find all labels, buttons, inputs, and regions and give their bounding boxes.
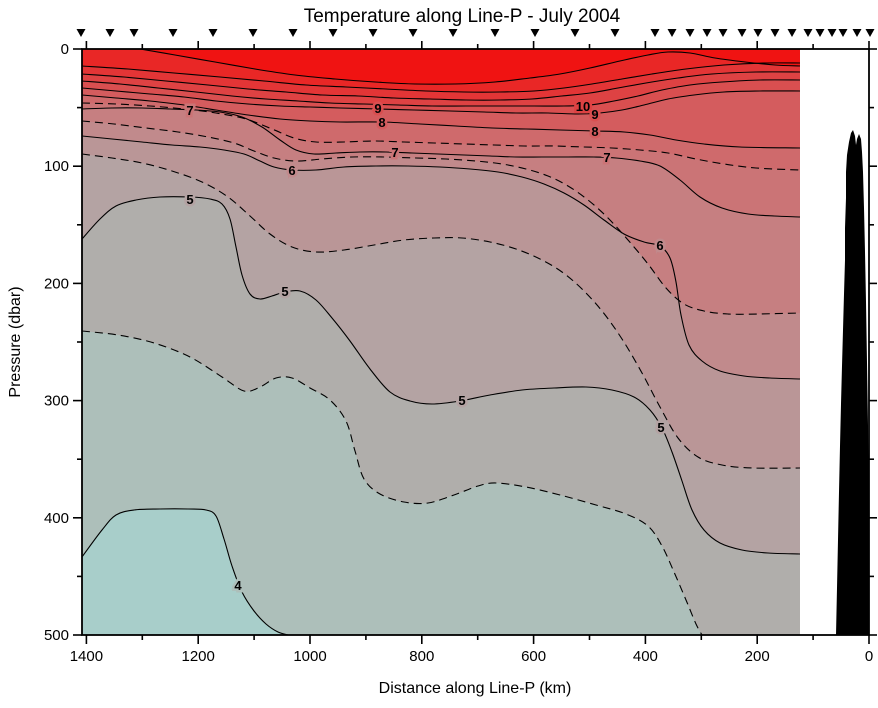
contour-label-7: 7	[603, 150, 610, 165]
contour-label-5: 5	[186, 192, 193, 207]
y-tick-label: 400	[44, 510, 69, 527]
contour-line-7.5	[82, 102, 800, 171]
x-tick-label: 1200	[182, 648, 215, 665]
station-marker-triangle	[570, 29, 580, 37]
contour-line-9	[82, 87, 800, 115]
station-marker-triangle	[685, 29, 695, 37]
contour-label-9: 9	[374, 101, 381, 116]
station-marker-triangle	[288, 29, 298, 37]
station-marker-triangle	[530, 29, 540, 37]
station-marker-triangle	[815, 29, 825, 37]
station-marker-triangle	[448, 29, 458, 37]
contour-label-5: 5	[657, 420, 664, 435]
x-axis-title: Distance along Line-P (km)	[379, 680, 572, 697]
contour-label-7: 7	[391, 145, 398, 160]
y-tick-label: 0	[61, 41, 69, 58]
station-marker-triangle	[650, 29, 660, 37]
x-tick-label: 400	[633, 648, 658, 665]
station-marker-triangle	[667, 29, 677, 37]
contour-label-5: 5	[281, 284, 288, 299]
station-marker-triangle	[827, 29, 837, 37]
station-marker-triangle	[328, 29, 338, 37]
contour-line-10	[82, 79, 800, 107]
axis-ticks	[73, 41, 877, 644]
y-tick-label: 300	[44, 393, 69, 410]
x-tick-label: 0	[865, 648, 873, 665]
station-markers	[76, 29, 875, 37]
contour-line-8	[82, 94, 800, 149]
y-axis-title: Pressure (dbar)	[7, 286, 24, 397]
x-tick-label: 1000	[293, 648, 326, 665]
x-tick-label: 600	[521, 648, 546, 665]
station-marker-triangle	[129, 29, 139, 37]
x-tick-label: 200	[745, 648, 770, 665]
contour-label-6: 6	[656, 238, 663, 253]
station-marker-triangle	[838, 29, 848, 37]
contour-line-13	[139, 49, 800, 85]
y-tick-label: 100	[44, 158, 69, 175]
contour-label-7: 7	[186, 103, 193, 118]
station-marker-triangle	[490, 29, 500, 37]
station-marker-triangle	[865, 29, 875, 37]
station-marker-triangle	[408, 29, 418, 37]
station-marker-triangle	[702, 29, 712, 37]
contour-line-7	[82, 107, 800, 218]
station-marker-triangle	[803, 29, 813, 37]
contour-line-5	[82, 196, 800, 555]
station-marker-triangle	[208, 29, 218, 37]
contour-lines	[82, 49, 800, 635]
station-marker-triangle	[770, 29, 780, 37]
station-marker-triangle	[753, 29, 763, 37]
station-marker-triangle	[718, 29, 728, 37]
x-tick-label: 1400	[70, 648, 103, 665]
bathymetry-profile	[836, 130, 869, 635]
contour-label-9: 9	[591, 107, 598, 122]
contour-label-10: 10	[576, 99, 590, 114]
x-tick-label: 800	[409, 648, 434, 665]
contour-line-5.5	[82, 153, 800, 469]
contour-line-6.5	[82, 120, 800, 315]
contour-label-6: 6	[288, 163, 295, 178]
contour-label-5: 5	[458, 393, 465, 408]
tick-labels: 1400 1200 1000 800 600 400 200 0 0 100 200 300 400 50…	[44, 41, 873, 665]
contour-line-4	[82, 508, 289, 635]
contour-label-8: 8	[591, 124, 598, 139]
station-marker-triangle	[852, 29, 862, 37]
station-marker-triangle	[610, 29, 620, 37]
temperature-fill-bands	[82, 49, 800, 635]
band-above-13	[140, 49, 800, 85]
contour-line-11	[82, 71, 800, 101]
contour-label-8: 8	[378, 115, 385, 130]
station-marker-triangle	[76, 29, 86, 37]
y-tick-label: 200	[44, 275, 69, 292]
contour-label-4: 4	[234, 578, 242, 593]
chart-title: Temperature along Line-P - July 2004	[304, 6, 621, 27]
contour-line-4.5	[82, 330, 703, 635]
station-marker-triangle	[737, 29, 747, 37]
station-marker-triangle	[787, 29, 797, 37]
station-marker-triangle	[168, 29, 178, 37]
contour-line-6	[82, 135, 800, 380]
station-marker-triangle	[248, 29, 258, 37]
station-marker-triangle	[105, 29, 115, 37]
y-tick-label: 500	[44, 627, 69, 644]
station-marker-triangle	[368, 29, 378, 37]
contour-line-12	[82, 62, 800, 93]
